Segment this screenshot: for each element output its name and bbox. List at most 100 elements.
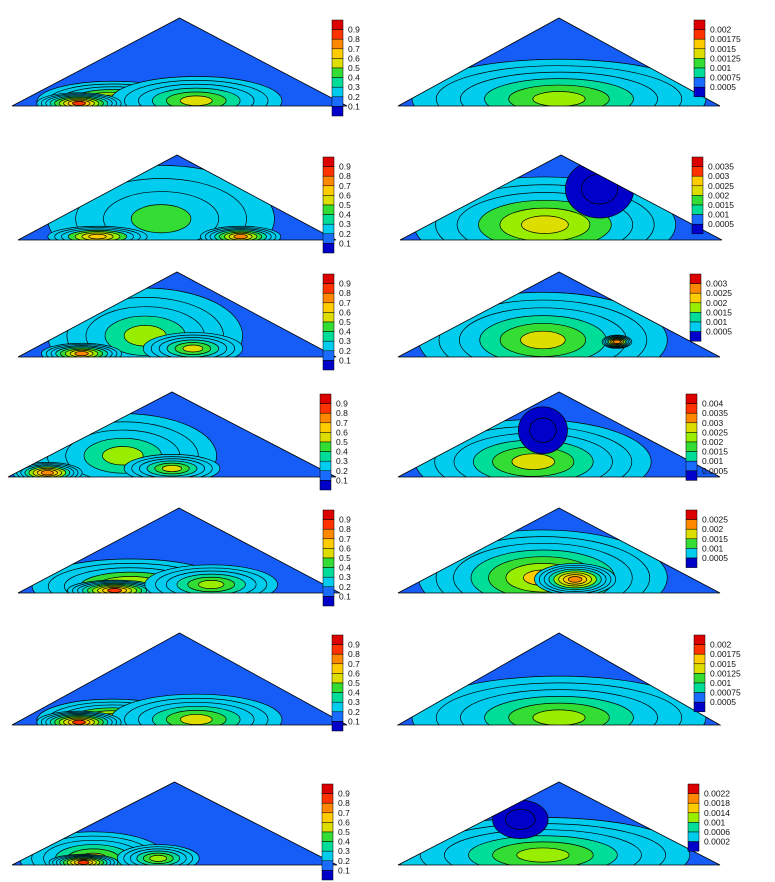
colorbar-label: 0.001 xyxy=(710,63,732,73)
domain-outline xyxy=(17,154,337,241)
colorbar-label: 0.002 xyxy=(702,437,724,447)
colorbar-swatch xyxy=(331,67,344,78)
contour-panel-left-4: 0.9 0.8 0.7 0.6 0.5 0.4 0.3 0.2 0.1 xyxy=(7,391,400,492)
colorbar-label: 0.0015 xyxy=(706,307,732,317)
colorbar-swatch xyxy=(321,850,334,862)
domain-outline xyxy=(396,632,722,726)
colorbar-label: 0.0005 xyxy=(708,219,734,229)
domain-outline xyxy=(397,271,721,358)
contour-ring-1-8 xyxy=(107,588,122,593)
colorbar-swatch xyxy=(687,783,700,794)
contour-panel-left-2: 0.9 0.8 0.7 0.6 0.5 0.4 0.3 0.2 0.1 xyxy=(17,154,403,255)
colorbar-swatch xyxy=(319,480,332,491)
colorbar-label: 0.7 xyxy=(336,418,348,428)
colorbar-swatch xyxy=(693,701,706,713)
colorbar-swatch xyxy=(322,596,335,607)
colorbar-swatch xyxy=(321,831,334,842)
contour-panel-left-1: 0.9 0.8 0.7 0.6 0.5 0.4 0.3 0.2 0.1 xyxy=(11,17,412,118)
colorbar-swatch xyxy=(693,58,706,69)
colorbar-label: 0.6 xyxy=(336,427,348,437)
colorbar-label: 0.0005 xyxy=(710,697,736,707)
colorbar-label: 0.9 xyxy=(336,399,348,409)
domain-outline xyxy=(7,391,337,478)
colorbar-label: 0.001 xyxy=(704,817,726,827)
colorbar-swatch xyxy=(321,841,334,852)
colorbar-swatch xyxy=(322,175,335,187)
colorbar-label: 0.7 xyxy=(348,659,360,669)
colorbar-label: 0.6 xyxy=(338,817,350,827)
colorbar-label: 0.7 xyxy=(338,808,350,818)
colorbar-swatch xyxy=(685,470,698,481)
colorbar-swatch xyxy=(322,195,335,206)
colorbar-label: 0.9 xyxy=(348,640,360,650)
colorbar-swatch xyxy=(321,793,334,804)
colorbar-label: 0.1 xyxy=(348,101,360,111)
contour-ring-1-7 xyxy=(74,351,89,357)
colorbar-label: 0.1 xyxy=(338,865,350,875)
colorbar-swatch xyxy=(685,509,698,520)
colorbar-swatch xyxy=(331,711,344,722)
colorbar-swatch xyxy=(685,557,698,568)
colorbar-label: 0.3 xyxy=(336,456,348,466)
colorbar-swatch xyxy=(319,393,332,404)
colorbar-swatch xyxy=(685,460,698,472)
colorbar-label: 0.7 xyxy=(339,534,351,544)
colorbar-label: 0.5 xyxy=(339,317,351,327)
colorbar-label: 0.0015 xyxy=(708,200,734,210)
colorbar-swatch xyxy=(319,403,332,414)
colorbar-label: 0.0005 xyxy=(706,327,732,337)
contour-ring-2-5 xyxy=(149,854,168,862)
colorbar-label: 0.8 xyxy=(339,524,351,534)
colorbar-label: 0.0025 xyxy=(702,427,728,437)
contour-ring-1-5 xyxy=(521,215,569,234)
colorbar-label: 0.0025 xyxy=(702,515,728,525)
colorbar-swatch xyxy=(693,644,706,655)
colorbar-label: 0.5 xyxy=(348,63,360,73)
colorbar-swatch xyxy=(687,812,700,823)
colorbar-swatch xyxy=(689,302,702,313)
contour-ring-1-5 xyxy=(179,714,213,725)
colorbar-label: 0.9 xyxy=(338,789,350,799)
colorbar-label: 0.00175 xyxy=(710,649,741,659)
contour-ring-2-8 xyxy=(72,100,86,106)
colorbar-label: 0.7 xyxy=(339,298,351,308)
colorbar-swatch xyxy=(322,557,335,568)
contour-ring-2-5 xyxy=(198,580,225,589)
colorbar-label: 0.0018 xyxy=(704,798,730,808)
colorbar-label: 0.0005 xyxy=(710,82,736,92)
colorbar-label: 0.2 xyxy=(338,856,350,866)
colorbar-swatch xyxy=(322,538,335,549)
colorbar-label: 0.002 xyxy=(702,524,724,534)
contour-plot-right-6: 0.0020.001750.00150.001250.0010.000750.0… xyxy=(396,632,741,726)
colorbar-label: 0.1 xyxy=(336,475,348,485)
colorbar-label: 0.001 xyxy=(708,210,730,220)
colorbar-swatch xyxy=(321,783,334,794)
colorbar-swatch xyxy=(689,312,702,323)
colorbar-label: 0.5 xyxy=(339,200,351,210)
colorbar-swatch xyxy=(693,653,706,665)
contour-ring-1-6 xyxy=(88,233,107,240)
colorbar-swatch xyxy=(691,166,704,177)
contour-ring-4-1 xyxy=(505,808,536,830)
colorbar-swatch xyxy=(319,422,332,433)
colorbar-swatch xyxy=(685,519,698,530)
colorbar-swatch xyxy=(322,273,335,284)
colorbar-swatch xyxy=(691,204,704,215)
colorbar-label: 0.002 xyxy=(706,298,728,308)
colorbar-swatch xyxy=(693,663,706,674)
domain-outline xyxy=(11,17,348,107)
colorbar-swatch xyxy=(331,48,344,59)
colorbar-swatch xyxy=(322,528,335,540)
colorbar-swatch xyxy=(322,586,335,597)
contour-ring-2-5 xyxy=(161,464,183,473)
colorbar-swatch xyxy=(331,19,344,30)
colorbar-label: 0.0014 xyxy=(704,808,730,818)
contour-panel-right-1: 0.002 0.00175 0.0015 0.00125 0.001 0.00075 0.0… xyxy=(397,17,774,110)
contour-plot-left-2: 0.90.80.70.60.50.40.30.20.1 xyxy=(17,154,351,254)
colorbar-label: 0.1 xyxy=(339,238,351,248)
colorbar-label: 0.4 xyxy=(339,210,351,220)
contour-panel-left-5: 0.9 0.8 0.7 0.6 0.5 0.4 0.3 0.2 0.1 xyxy=(17,507,403,608)
colorbar-label: 0.4 xyxy=(339,327,351,337)
colorbar-label: 0.0015 xyxy=(702,447,728,457)
